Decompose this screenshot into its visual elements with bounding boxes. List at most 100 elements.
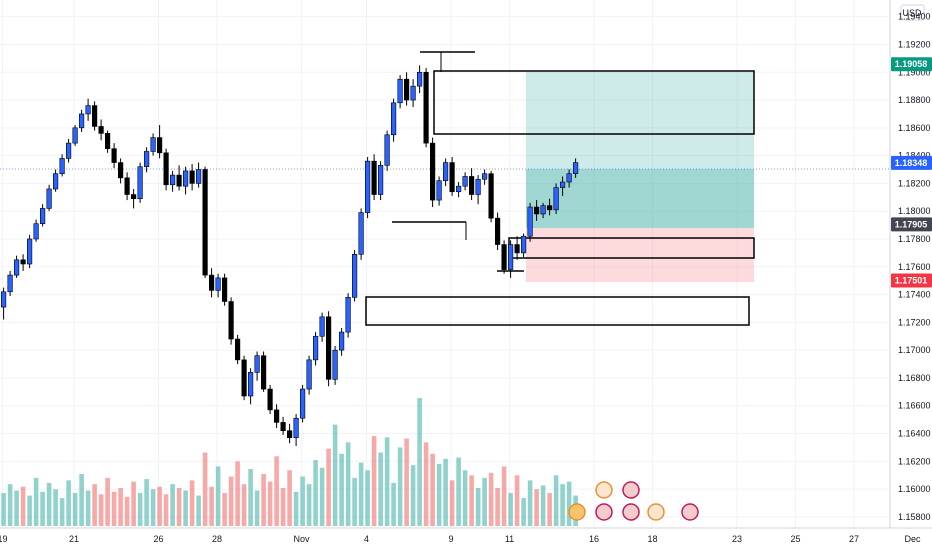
volume-bars xyxy=(1,398,578,526)
candle-body xyxy=(319,316,325,337)
price-tick-label: 1.17200 xyxy=(898,317,931,327)
volume-bar xyxy=(326,448,331,526)
candle-body xyxy=(429,142,436,201)
time-tick-label: 28 xyxy=(212,534,222,544)
candle-body xyxy=(488,173,494,219)
candle-body xyxy=(79,113,85,129)
demand-zone-box-lower[interactable] xyxy=(365,296,750,326)
volume-bar xyxy=(293,491,299,526)
volume-bar xyxy=(469,475,474,526)
time-tick-label: Nov xyxy=(293,534,310,544)
candle-body xyxy=(209,274,215,291)
candle-body xyxy=(468,176,475,195)
candle-body xyxy=(273,409,280,423)
volume-bar xyxy=(72,493,78,526)
economic-events[interactable] xyxy=(568,481,699,521)
time-tick-label: 25 xyxy=(790,534,800,544)
candle-body xyxy=(189,170,195,184)
volume-bar xyxy=(176,487,182,526)
event-icon-us[interactable] xyxy=(681,503,699,521)
candle-body xyxy=(7,274,13,293)
candle-body xyxy=(196,169,202,184)
price-tick-label: 1.16200 xyxy=(898,456,931,466)
candle-body xyxy=(66,142,72,159)
volume-bar xyxy=(521,498,526,526)
volume-bar xyxy=(261,474,266,526)
price-tick-label: 1.19400 xyxy=(898,12,931,22)
candle-body xyxy=(416,71,423,87)
event-icon-us[interactable] xyxy=(622,481,640,499)
volume-bar xyxy=(98,494,104,526)
candle-body xyxy=(131,194,137,199)
event-icon-us[interactable] xyxy=(595,503,613,521)
candle-body xyxy=(222,277,228,302)
volume-bar xyxy=(7,484,13,526)
volume-bar xyxy=(228,476,234,526)
candle-body xyxy=(235,338,241,361)
volume-bar xyxy=(235,461,240,526)
candle-body xyxy=(52,173,59,190)
event-icon-eu[interactable] xyxy=(595,481,613,499)
candle-body xyxy=(150,137,156,152)
volume-bar xyxy=(527,480,533,526)
candle-body xyxy=(546,205,553,211)
volume-bar xyxy=(254,490,260,526)
volume-bar xyxy=(118,487,123,526)
volume-bar xyxy=(131,481,136,526)
volume-bar xyxy=(46,482,52,526)
volume-bar xyxy=(20,486,26,526)
time-axis[interactable]: 19 21 26 28 Nov 4 9 11 16 18 23 25 27 Dec xyxy=(0,534,921,544)
take-profit-zone xyxy=(526,72,754,228)
price-tick-label: 1.17400 xyxy=(898,290,931,300)
volume-bar xyxy=(189,480,195,526)
candle-body xyxy=(202,169,208,276)
supply-zone-box[interactable] xyxy=(433,70,755,135)
candle-body xyxy=(98,126,104,134)
volume-bar xyxy=(14,490,19,526)
volume-bar xyxy=(267,481,273,526)
candle-body xyxy=(364,160,371,213)
volume-bar xyxy=(222,493,227,526)
event-icon-eu[interactable] xyxy=(568,503,586,521)
volume-bar xyxy=(313,460,318,526)
currency-label[interactable]: USD xyxy=(900,4,925,21)
price-axis[interactable]: 1.19400 1.19200 1.19000 1.18800 1.18600 1.184… xyxy=(898,12,931,522)
time-tick-label: 19 xyxy=(0,534,8,544)
candle-body xyxy=(527,206,533,237)
volume-bar xyxy=(157,486,162,526)
candle-body xyxy=(72,127,78,144)
volume-bar xyxy=(384,437,390,526)
event-icon-eu[interactable] xyxy=(647,503,665,521)
event-icon-us[interactable] xyxy=(622,503,640,521)
volume-bar xyxy=(501,466,507,526)
candle-body xyxy=(163,152,169,186)
candle-body xyxy=(241,359,247,397)
candle-body xyxy=(455,185,462,193)
candle-body xyxy=(423,71,429,144)
candle-body xyxy=(533,206,540,215)
candle-body xyxy=(33,223,39,240)
candle-body xyxy=(462,176,468,187)
candle-body xyxy=(540,205,546,215)
volume-bar xyxy=(248,468,253,526)
active-profit-zone xyxy=(526,169,754,228)
time-tick-label: 16 xyxy=(589,534,599,544)
volume-bar xyxy=(417,398,422,526)
price-tick-label: 1.16800 xyxy=(898,373,931,383)
candle-body xyxy=(260,355,267,390)
candle-body xyxy=(14,259,20,276)
candle-body xyxy=(228,301,234,340)
volume-bar xyxy=(1,493,6,526)
volume-bar xyxy=(371,436,377,526)
volume-bar xyxy=(33,477,39,526)
time-tick-label: 9 xyxy=(448,534,453,544)
price-tick-label: 1.18000 xyxy=(898,206,931,216)
candle-body xyxy=(520,235,527,254)
candle-body xyxy=(390,102,397,136)
price-badge xyxy=(891,273,932,288)
price-tick-label: 1.19200 xyxy=(898,39,931,49)
volume-bar xyxy=(306,484,312,526)
volume-bar xyxy=(443,458,448,526)
volume-bar xyxy=(462,470,468,526)
